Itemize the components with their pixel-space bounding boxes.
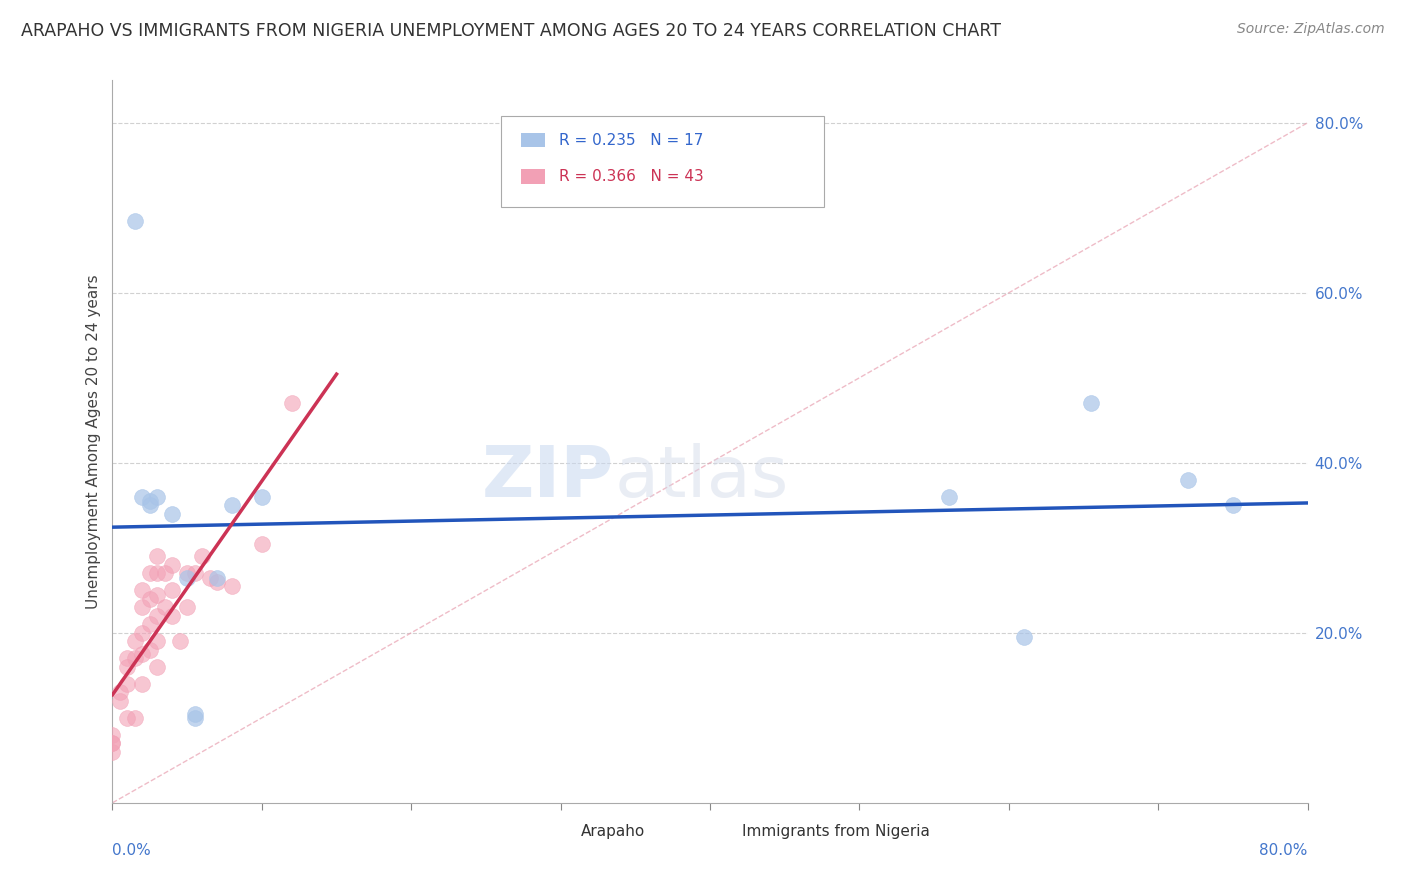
Point [146,660,169,674]
Point [1177,473,1199,487]
Y-axis label: Unemployment Among Ages 20 to 24 years: Unemployment Among Ages 20 to 24 years [86,274,101,609]
Point [162,558,183,572]
Point [139,494,162,508]
Point [183,706,205,721]
Point [101,736,124,750]
Point [146,634,169,648]
Point [176,566,198,581]
Point [131,600,153,615]
Text: Source: ZipAtlas.com: Source: ZipAtlas.com [1237,22,1385,37]
Point [176,600,198,615]
Text: R = 0.235   N = 17: R = 0.235 N = 17 [560,133,704,148]
Text: Arapaho: Arapaho [581,824,645,839]
Point [162,583,183,598]
Point [146,588,169,602]
Point [108,694,131,708]
Point [131,625,153,640]
Point [250,490,273,504]
Point [250,536,273,550]
Point [1222,498,1244,512]
Point [169,634,191,648]
Point [281,396,304,410]
FancyBboxPatch shape [501,117,824,207]
Point [153,600,176,615]
Text: R = 0.366   N = 43: R = 0.366 N = 43 [560,169,704,184]
Point [117,711,139,725]
Text: ARAPAHO VS IMMIGRANTS FROM NIGERIA UNEMPLOYMENT AMONG AGES 20 TO 24 YEARS CORREL: ARAPAHO VS IMMIGRANTS FROM NIGERIA UNEMP… [21,22,1001,40]
FancyBboxPatch shape [716,826,738,838]
Point [117,660,139,674]
Point [124,213,146,227]
Text: atlas: atlas [614,443,789,512]
Point [198,570,221,584]
Point [176,570,198,584]
FancyBboxPatch shape [522,133,546,147]
Point [101,745,124,759]
Point [146,549,169,564]
Point [131,490,153,504]
Point [139,498,162,512]
Point [139,591,162,606]
Point [101,736,124,750]
Point [162,608,183,623]
Point [131,647,153,661]
Text: 0.0%: 0.0% [112,843,152,857]
Point [162,507,183,521]
FancyBboxPatch shape [522,169,546,184]
Point [221,579,243,593]
Point [124,651,146,665]
Point [124,711,146,725]
Point [191,549,214,564]
Point [131,583,153,598]
Point [131,677,153,691]
Point [938,490,960,504]
Point [183,711,205,725]
Point [101,728,124,742]
Text: 80.0%: 80.0% [1260,843,1308,857]
Point [139,617,162,632]
Point [1080,396,1102,410]
Point [146,566,169,581]
Point [1012,630,1035,644]
Point [205,574,228,589]
Point [117,677,139,691]
Point [117,651,139,665]
FancyBboxPatch shape [554,826,576,838]
Text: Immigrants from Nigeria: Immigrants from Nigeria [742,824,931,839]
Point [146,490,169,504]
Point [108,685,131,699]
Point [153,566,176,581]
Text: ZIP: ZIP [482,443,614,512]
Point [221,498,243,512]
Point [183,566,205,581]
Point [139,642,162,657]
Point [139,566,162,581]
Point [146,608,169,623]
Point [124,634,146,648]
Point [205,570,228,584]
